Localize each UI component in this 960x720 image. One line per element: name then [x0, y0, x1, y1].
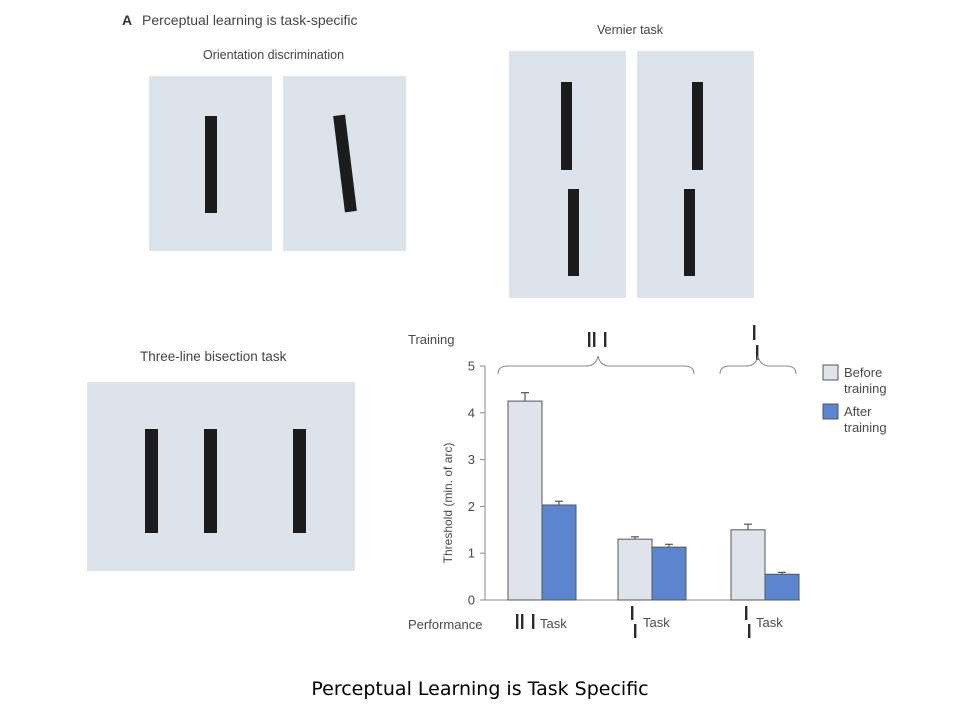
performance-task-label-1: Task: [540, 616, 567, 631]
legend: Before training After training: [822, 364, 887, 435]
bisection-stimulus: [87, 382, 355, 571]
legend-before-line1: Before: [844, 365, 882, 380]
y-axis-label: Threshold (min. of arc): [441, 443, 455, 564]
y-tick-label: 1: [468, 546, 475, 561]
vernier-upper-line: [561, 82, 572, 170]
vernier-upper-line: [692, 82, 703, 170]
legend-after-swatch: [822, 403, 839, 420]
y-tick-label: 4: [468, 405, 475, 420]
bisection-title: Three-line bisection task: [140, 349, 287, 364]
bisection-line-right: [293, 429, 306, 533]
training-label: Training: [408, 332, 454, 347]
vernier-title: Vernier task: [597, 23, 664, 37]
training-bisection-icon: [588, 332, 607, 347]
performance-label: Performance: [408, 617, 482, 632]
legend-before-line2: training: [844, 381, 887, 396]
performance-task-label-2: Task: [643, 615, 670, 630]
bar-before-2: [617, 538, 653, 601]
vernier-stimulus-right: [637, 51, 754, 298]
bar-after-3: [764, 573, 800, 601]
performance-bisection-icon: [516, 614, 535, 629]
performance-task-label-3: Task: [756, 615, 783, 630]
training-vernier-icon: [753, 325, 759, 360]
slide-caption: Perceptual Learning is Task Specific: [311, 678, 649, 700]
bar-after-1: [541, 504, 577, 601]
y-ticks: 0 1 2 3 4 5: [468, 359, 485, 608]
legend-after-line1: After: [844, 404, 872, 419]
threshold-bar-chart: Training Threshold (min. of arc) 012345 …: [408, 325, 887, 638]
performance-vernier-icon-2: [745, 606, 751, 638]
bar-before-1: [507, 400, 543, 601]
bisection-line-middle: [204, 429, 217, 533]
y-tick-label: 2: [468, 499, 475, 514]
orientation-stimulus-right: [283, 76, 406, 251]
training-brace-right: [719, 355, 797, 375]
vernier-stimulus-left: [509, 51, 626, 298]
orientation-stimulus-left: [149, 76, 272, 251]
bisection-line-left: [145, 429, 158, 533]
orientation-title: Orientation discrimination: [203, 48, 345, 62]
panel-label: A: [122, 12, 133, 28]
vertical-line: [205, 116, 217, 213]
training-brace-left: [497, 355, 695, 375]
vernier-lower-line: [684, 189, 695, 276]
vernier-lower-line: [568, 189, 579, 276]
y-tick-label: 0: [468, 593, 475, 608]
performance-vernier-icon-1: [631, 606, 637, 638]
bar-after-2: [651, 546, 687, 601]
legend-after-line2: training: [844, 420, 887, 435]
y-tick-label: 5: [468, 359, 475, 374]
bar-before-3: [730, 529, 766, 601]
panel-title: Perceptual learning is task-specific: [142, 12, 358, 28]
tilted-line: [333, 114, 357, 213]
y-tick-label: 3: [468, 452, 475, 467]
legend-before-swatch: [822, 364, 839, 381]
bars: [507, 392, 800, 601]
